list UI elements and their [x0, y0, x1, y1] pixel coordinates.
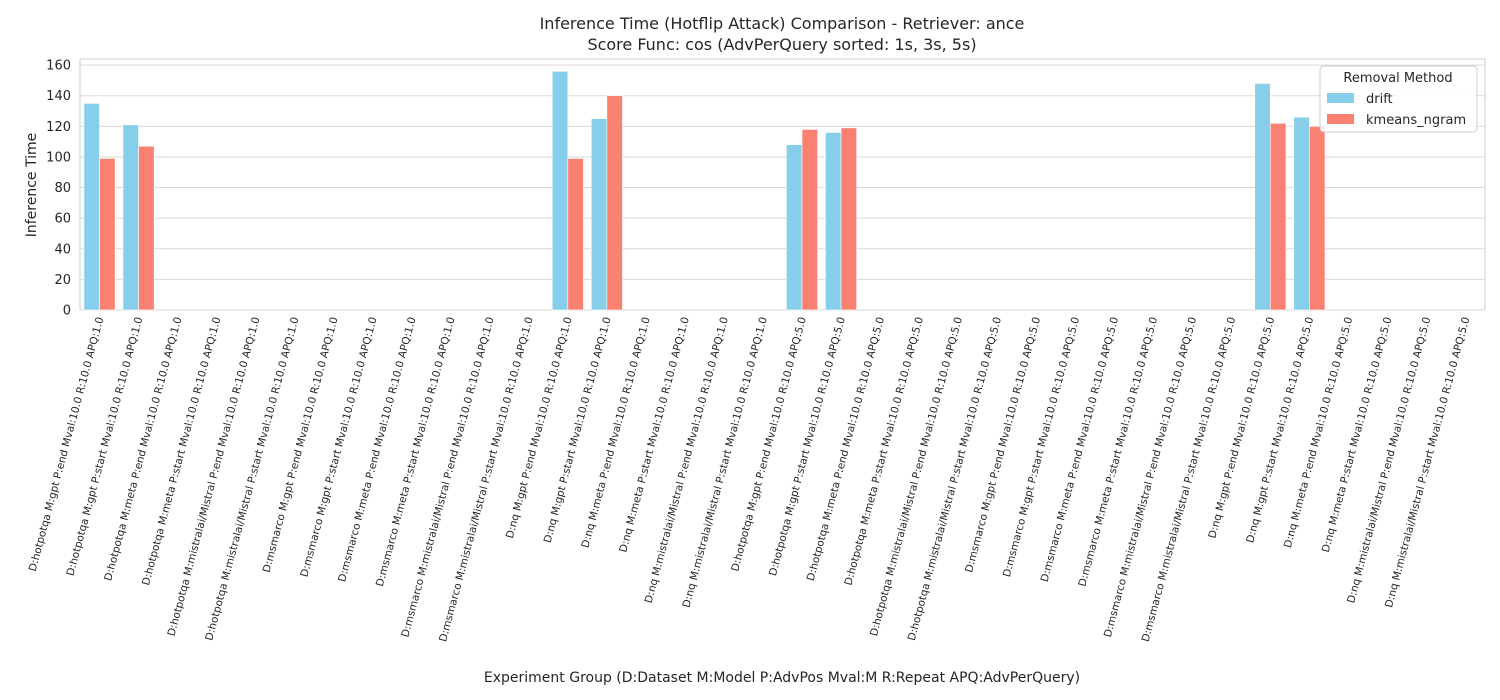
x-tick-label: D:msmarco M:meta P:start Mval:10.0 R:10.…: [374, 316, 458, 588]
bar-drift: [590, 118, 608, 311]
y-tick-label: 100: [46, 150, 71, 165]
legend-swatch-kmeans-ngram: [1327, 114, 1354, 124]
bar-kmeans-ngram: [1270, 122, 1287, 311]
legend: Removal Method drift kmeans_ngram: [1319, 65, 1478, 133]
x-tick-label: D:nq M:meta P:start Mval:10.0 R:10.0 APQ…: [1320, 316, 1395, 554]
bars: [83, 70, 1326, 311]
y-axis-label: Inference Time: [24, 133, 40, 238]
bar-kmeans-ngram: [567, 158, 584, 311]
y-tick-label: 140: [46, 89, 71, 104]
x-axis-ticks: D:hotpotqa M:gpt P:end Mval:10.0 R:10.0 …: [27, 316, 1473, 644]
x-tick-label: D:msmarco M:gpt P:start Mval:10.0 R:10.0…: [1001, 316, 1082, 579]
x-tick-label: D:msmarco M:meta P:end Mval:10.0 R:10.0 …: [336, 316, 418, 584]
x-tick-label: D:hotpotqa M:meta P:end Mval:10.0 R:10.0…: [102, 316, 184, 583]
x-tick-label: D:nq M:meta P:start Mval:10.0 R:10.0 APQ…: [617, 316, 692, 554]
x-tick-label: D:hotpotqa M:meta P:start Mval:10.0 R:10…: [140, 316, 223, 587]
bar-kmeans-ngram: [1309, 126, 1326, 311]
legend-label-drift: drift: [1366, 92, 1393, 107]
x-tick-label: D:hotpotqa M:gpt P:end Mval:10.0 R:10.0 …: [729, 316, 809, 573]
chart-title: Inference Time (Hotflip Attack) Comparis…: [540, 14, 1025, 33]
x-axis-label: Experiment Group (D:Dataset M:Model P:Ad…: [484, 670, 1080, 686]
legend-box: [1319, 65, 1478, 133]
x-tick-label: D:msmarco M:gpt P:start Mval:10.0 R:10.0…: [298, 316, 379, 579]
y-tick-label: 20: [54, 273, 71, 288]
y-tick-label: 0: [63, 304, 71, 319]
y-tick-label: 60: [54, 212, 71, 227]
legend-title: Removal Method: [1343, 71, 1452, 86]
bar-drift: [1254, 83, 1271, 311]
y-tick-label: 80: [54, 181, 71, 196]
bar-drift: [83, 103, 100, 311]
x-tick-label: D:msmarco M:meta P:end Mval:10.0 R:10.0 …: [1039, 316, 1121, 584]
bar-drift: [786, 144, 803, 311]
bar-kmeans-ngram: [840, 127, 857, 311]
x-tick-label: D:msmarco M:gpt P:end Mval:10.0 R:10.0 A…: [963, 316, 1043, 574]
chart-subtitle: Score Func: cos (AdvPerQuery sorted: 1s,…: [587, 35, 976, 54]
legend-label-kmeans-ngram: kmeans_ngram: [1366, 113, 1466, 128]
legend-swatch-drift: [1327, 93, 1354, 103]
x-tick-label: D:hotpotqa M:meta P:start Mval:10.0 R:10…: [843, 316, 926, 587]
x-tick-label: D:nq M:meta P:end Mval:10.0 R:10.0 APQ:1…: [579, 316, 652, 550]
gridlines: [80, 64, 1485, 311]
x-tick-label: D:hotpotqa M:gpt P:start Mval:10.0 R:10.…: [65, 316, 146, 578]
bar-kmeans-ngram: [606, 95, 623, 311]
x-tick-label: D:nq M:mistralai/Mistral P:end Mval:10.0…: [643, 316, 731, 605]
x-tick-label: D:hotpotqa M:gpt P:start Mval:10.0 R:10.…: [767, 316, 848, 578]
y-tick-label: 40: [54, 242, 71, 257]
bar-drift: [825, 132, 842, 311]
x-tick-label: D:nq M:gpt P:start Mval:10.0 R:10.0 APQ:…: [1244, 316, 1316, 545]
x-tick-label: D:hotpotqa M:meta P:end Mval:10.0 R:10.0…: [805, 316, 887, 583]
plot-area: [79, 58, 1486, 311]
x-tick-label: D:nq M:mistralai/Mistral P:end Mval:10.0…: [1345, 316, 1433, 605]
bar-drift: [1293, 116, 1310, 311]
x-tick-label: D:hotpotqa M:gpt P:end Mval:10.0 R:10.0 …: [27, 316, 107, 573]
bar-kmeans-ngram: [99, 158, 116, 311]
y-axis-ticks: 0 20 40 60 80 100 120 140 160: [46, 59, 71, 319]
x-tick-label: D:nq M:meta P:end Mval:10.0 R:10.0 APQ:5…: [1282, 316, 1355, 550]
bar-kmeans-ngram: [801, 129, 818, 311]
bar-drift: [122, 124, 139, 311]
x-tick-label: D:nq M:mistralai/Mistral P:start Mval:10…: [1383, 316, 1472, 609]
y-tick-label: 120: [46, 120, 71, 135]
x-tick-label: D:nq M:mistralai/Mistral P:start Mval:10…: [681, 316, 770, 609]
x-tick-label: D:msmarco M:gpt P:end Mval:10.0 R:10.0 A…: [261, 316, 341, 574]
bar-drift: [551, 70, 569, 311]
x-tick-label: D:nq M:gpt P:start Mval:10.0 R:10.0 APQ:…: [542, 316, 614, 545]
x-tick-label: D:msmarco M:meta P:start Mval:10.0 R:10.…: [1076, 316, 1160, 588]
y-tick-label: 160: [46, 59, 71, 74]
bar-kmeans-ngram: [138, 145, 155, 311]
